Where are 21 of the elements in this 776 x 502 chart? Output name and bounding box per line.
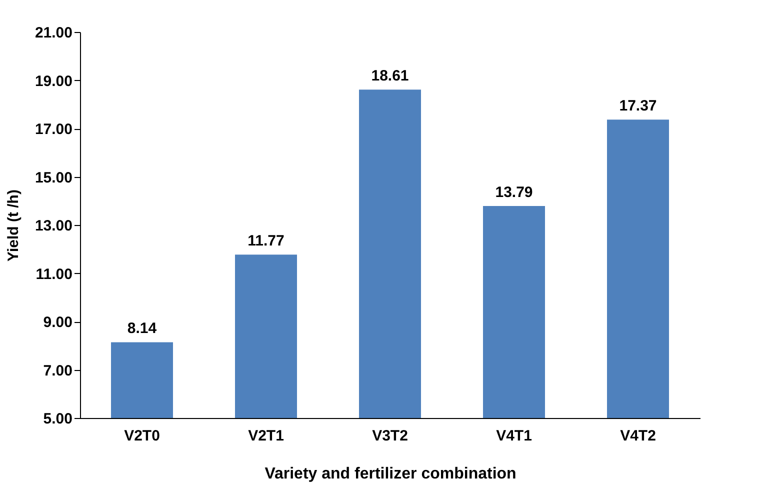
x-tick-label: V4T1 bbox=[496, 428, 532, 444]
y-tick-label: 5.00 bbox=[43, 410, 72, 428]
x-tick-label: V2T1 bbox=[248, 428, 284, 444]
data-label: 18.61 bbox=[371, 68, 409, 85]
y-axis-title: Yield (t /h) bbox=[4, 190, 22, 262]
y-tick-label: 15.00 bbox=[34, 169, 72, 186]
data-label: 11.77 bbox=[248, 232, 284, 250]
y-tick-label: 11.00 bbox=[36, 266, 72, 283]
x-axis-title: Variety and fertilizer combination bbox=[264, 466, 516, 482]
y-tick-label: 19.00 bbox=[34, 72, 72, 90]
x-tick-label: V4T2 bbox=[620, 428, 656, 444]
y-tick-label: 9.00 bbox=[43, 314, 72, 331]
data-label: 13.79 bbox=[495, 184, 533, 201]
data-label: 17.37 bbox=[619, 98, 657, 115]
y-tick-label: 21.00 bbox=[34, 24, 72, 42]
x-tick-label: V2T0 bbox=[124, 428, 160, 444]
data-label: 8.14 bbox=[127, 320, 158, 338]
y-tick-label: 13.00 bbox=[34, 218, 72, 234]
x-tick-label: V3T2 bbox=[372, 428, 408, 444]
y-tick-label: 7.00 bbox=[43, 362, 72, 380]
y-tick-label: 17.00 bbox=[34, 121, 72, 138]
